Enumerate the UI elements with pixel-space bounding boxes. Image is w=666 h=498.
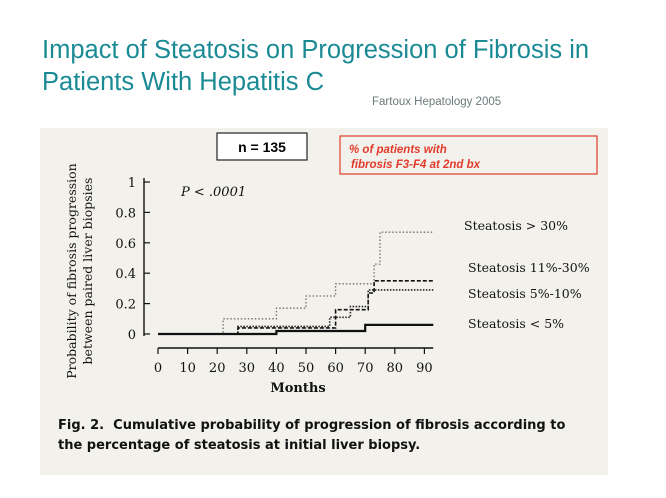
figure-panel: n = 135 % of patients with fibrosis F3-F… xyxy=(40,128,608,475)
series-steatosis-11-30- xyxy=(158,280,434,335)
y-axis-label-line1: Probability of fibrosis progression xyxy=(64,163,79,378)
caption-fig-label: Fig. 2. xyxy=(58,418,105,433)
kaplan-meier-chart: n = 135 % of patients with fibrosis F3-F… xyxy=(64,132,598,396)
y-tick-label: 0 xyxy=(128,328,136,343)
legend-label: Steatosis < 5% xyxy=(468,316,564,331)
x-axis-label: Months xyxy=(270,381,325,396)
x-tick-label: 0 xyxy=(154,361,162,376)
x-tick-label: 10 xyxy=(179,361,196,376)
x-tick-label: 20 xyxy=(209,361,226,376)
y-tick-label: 0.8 xyxy=(115,206,136,221)
p-value-label: P < .0001 xyxy=(180,185,246,200)
y-tick-label: 1 xyxy=(128,176,136,191)
x-tick-label: 90 xyxy=(416,361,433,376)
red-note-line1: % of patients with xyxy=(349,144,447,156)
x-tick-label: 50 xyxy=(298,361,315,376)
series-steatosis-5- xyxy=(158,323,434,336)
n-label-box xyxy=(216,132,308,161)
legend-label: Steatosis 5%-10% xyxy=(468,286,582,301)
red-note-box xyxy=(339,135,598,175)
legend-label: Steatosis > 30% xyxy=(464,218,568,233)
n-label: n = 135 xyxy=(238,139,286,155)
y-axis-label-line2: between paired liver biopsies xyxy=(80,178,95,365)
x-tick-label: 60 xyxy=(327,361,344,376)
series-steatosis-5-10- xyxy=(158,289,434,335)
x-tick-label: 80 xyxy=(387,361,404,376)
caption-line1: Cumulative probability of progression of… xyxy=(113,418,566,433)
red-note-line2: fibrosis F3-F4 at 2nd bx xyxy=(351,159,481,171)
y-tick-label: 0.6 xyxy=(115,237,136,252)
figure-caption: Fig. 2. Cumulative probability of progre… xyxy=(58,416,618,456)
slide-title: Impact of Steatosis on Progression of Fi… xyxy=(42,36,590,96)
y-tick-label: 0.2 xyxy=(115,298,136,313)
legend-label: Steatosis 11%-30% xyxy=(468,260,590,275)
citation: Fartoux Hepatology 2005 xyxy=(372,96,502,108)
x-tick-label: 30 xyxy=(239,361,256,376)
x-tick-label: 70 xyxy=(357,361,374,376)
x-tick-label: 40 xyxy=(268,361,285,376)
y-tick-label: 0.4 xyxy=(115,267,136,282)
series-steatosis-30- xyxy=(158,231,434,335)
caption-line2: the percentage of steatosis at initial l… xyxy=(58,438,421,453)
